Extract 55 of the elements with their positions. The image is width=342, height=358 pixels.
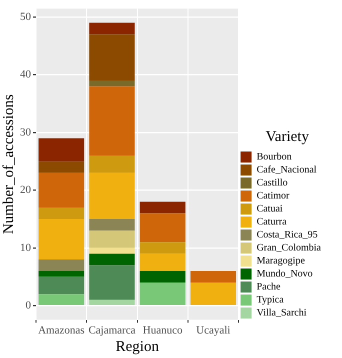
bar: [190, 282, 236, 306]
bar: [89, 254, 135, 266]
legend-label: Villa_Sarchi: [256, 308, 312, 319]
legend-label: Costa_Rica_95: [256, 230, 323, 241]
bar: [89, 156, 135, 173]
bar: [89, 230, 135, 248]
bar: [38, 138, 84, 162]
bar: [38, 172, 84, 208]
legend-label: Maragogipe: [256, 256, 310, 267]
y-tick-label: 30: [20, 126, 32, 138]
x-tick-label: Huanuco: [142, 324, 183, 336]
x-tick-label: Cajamarca: [88, 324, 136, 336]
bar: [89, 300, 135, 306]
bar: [89, 86, 135, 156]
y-tick-label: 0: [26, 300, 32, 312]
bar: [89, 265, 135, 300]
bar: [89, 172, 135, 220]
bar: [38, 219, 84, 260]
y-tick-label: 10: [20, 242, 32, 254]
y-tick-label: 40: [20, 68, 32, 81]
y-tick-label: 20: [20, 184, 32, 196]
x-tick-label: Amazonas: [38, 324, 85, 336]
bar: [38, 161, 84, 173]
bar: [140, 254, 186, 272]
bar: [38, 276, 84, 294]
legend-label: Pache: [256, 282, 286, 293]
y-axis-title: Number_of_accessions: [0, 94, 17, 234]
bar: [140, 271, 186, 283]
bar: [140, 202, 186, 214]
bar: [38, 259, 84, 272]
legend-label: Catuai: [256, 204, 288, 215]
bar: [38, 294, 84, 306]
bar: [140, 242, 186, 254]
bar: [89, 22, 135, 34]
x-axis-title: Region: [116, 338, 160, 355]
y-tick-label: 50: [20, 10, 32, 23]
bar: [38, 208, 84, 220]
bar: [38, 271, 84, 277]
legend-label: Typica: [256, 294, 289, 306]
legend-label: Cafe_Nacional: [256, 164, 322, 176]
legend-label: Catimor: [256, 190, 294, 202]
legend-label: Bourbon: [256, 152, 297, 163]
legend-label: Mundo_Novo: [256, 268, 318, 280]
bar: [89, 80, 135, 86]
bar: [140, 282, 186, 306]
legend-title: Variety: [266, 128, 310, 145]
x-tick-label: Ucayali: [196, 324, 230, 336]
bar: [140, 213, 186, 242]
legend-label: Castillo: [256, 178, 293, 189]
bar: [89, 34, 135, 80]
legend-label: Gran_Colombia: [256, 242, 326, 254]
bar: [89, 248, 135, 254]
bar: [89, 219, 135, 231]
legend-label: Caturra: [256, 216, 292, 228]
bar: [190, 271, 236, 283]
